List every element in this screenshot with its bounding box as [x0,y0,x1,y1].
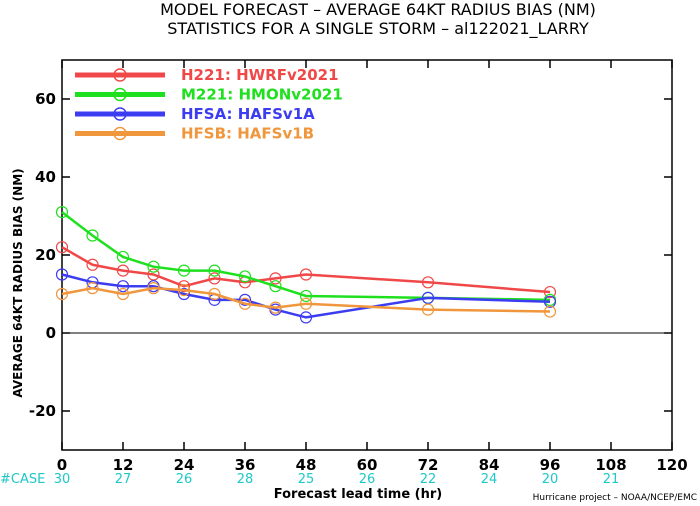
data-point [299,268,313,281]
case-count-value: 26 [176,472,193,487]
legend-marker [113,107,127,121]
data-point [269,280,282,293]
data-point [116,264,130,277]
plot-frame [61,59,673,451]
case-count-value: 21 [603,472,620,487]
data-point [177,280,191,293]
data-point [299,289,313,303]
data-point [269,272,282,285]
legend-marker [113,68,127,82]
data-point [86,282,99,295]
case-count-value: 27 [115,472,132,487]
x-tick-label: 36 [235,456,256,474]
data-point [299,311,313,324]
case-count-label: #CASE [0,472,45,487]
x-tick-label: 60 [357,456,378,474]
series-3 [55,282,557,318]
data-point [86,229,99,242]
x-axis-ticks: 0 12 24 36 48 60 72 84 96 108 120 [57,60,688,474]
data-point [147,282,160,295]
legend-label: HFSA: HAFSv1A [181,105,315,123]
data-point [238,293,252,306]
data-point [543,305,557,318]
y-tick-label: -20 [29,402,56,420]
case-counts: 30 27 26 28 25 26 22 24 20 21 [54,472,620,487]
data-point [269,301,282,314]
y-tick-label: 20 [35,246,56,264]
series-0 [55,241,557,299]
data-point [299,297,313,310]
data-point [421,303,435,316]
data-point [55,287,69,301]
data-point [543,285,557,299]
chart-subtitle: STATISTICS FOR A SINGLE STORM – al122021… [167,19,589,39]
legend-label: HFSB: HAFSv1B [181,125,314,143]
y-tick-label: 40 [35,168,56,186]
case-count-value: 30 [54,472,71,487]
series-layer [55,206,557,324]
data-point [421,291,435,304]
x-axis-label: Forecast lead time (hr) [274,487,442,502]
data-point [208,272,221,285]
case-count-value: 28 [237,472,254,487]
legend-marker [113,126,127,141]
y-tick-label: 60 [35,90,56,108]
case-count-value: 25 [298,472,315,487]
x-tick-label: 48 [296,456,317,474]
data-point [55,206,69,219]
data-point [86,258,99,271]
y-axis-label: AVERAGE 64KT RADIUS BIAS (NM) [11,168,25,397]
y-axis-ticks: -20 0 20 40 60 [29,90,672,420]
x-tick-label: 72 [418,456,439,474]
case-count-value: 24 [481,472,498,487]
credit-text: Hurricane project – NOAA/NCEP/EMC [533,493,697,503]
case-count-value: 20 [542,472,559,487]
case-count-value: 26 [359,472,376,487]
series-1 [55,206,557,306]
x-tick-label: 12 [113,456,134,474]
data-point [177,287,191,301]
series-line [61,286,551,313]
y-tick-label: 0 [46,324,56,342]
data-point [177,264,191,277]
data-point [238,270,252,283]
data-point [421,276,435,289]
data-point [116,250,130,264]
x-tick-label: 108 [595,456,626,474]
legend-label: H221: HWRFv2021 [181,66,339,84]
series-line [61,211,551,302]
legend-label: M221: HMONv2021 [181,86,343,104]
series-line [61,246,551,294]
data-point [147,260,160,273]
x-tick-label: 120 [656,456,687,474]
data-point [116,287,130,301]
data-point [208,287,221,301]
case-count-value: 22 [420,472,437,487]
data-point [238,297,252,310]
data-point [177,284,191,297]
legend-marker [113,87,127,102]
chart-title: MODEL FORECAST – AVERAGE 64KT RADIUS BIA… [160,0,596,19]
data-point [208,264,221,277]
x-tick-label: 96 [540,456,561,474]
data-point [147,268,160,281]
x-tick-label: 24 [174,456,195,474]
data-point [543,295,557,308]
data-point [55,268,69,281]
x-tick-label: 84 [479,456,500,474]
x-tick-label: 0 [57,456,67,474]
data-point [55,241,69,254]
data-point [116,280,130,293]
